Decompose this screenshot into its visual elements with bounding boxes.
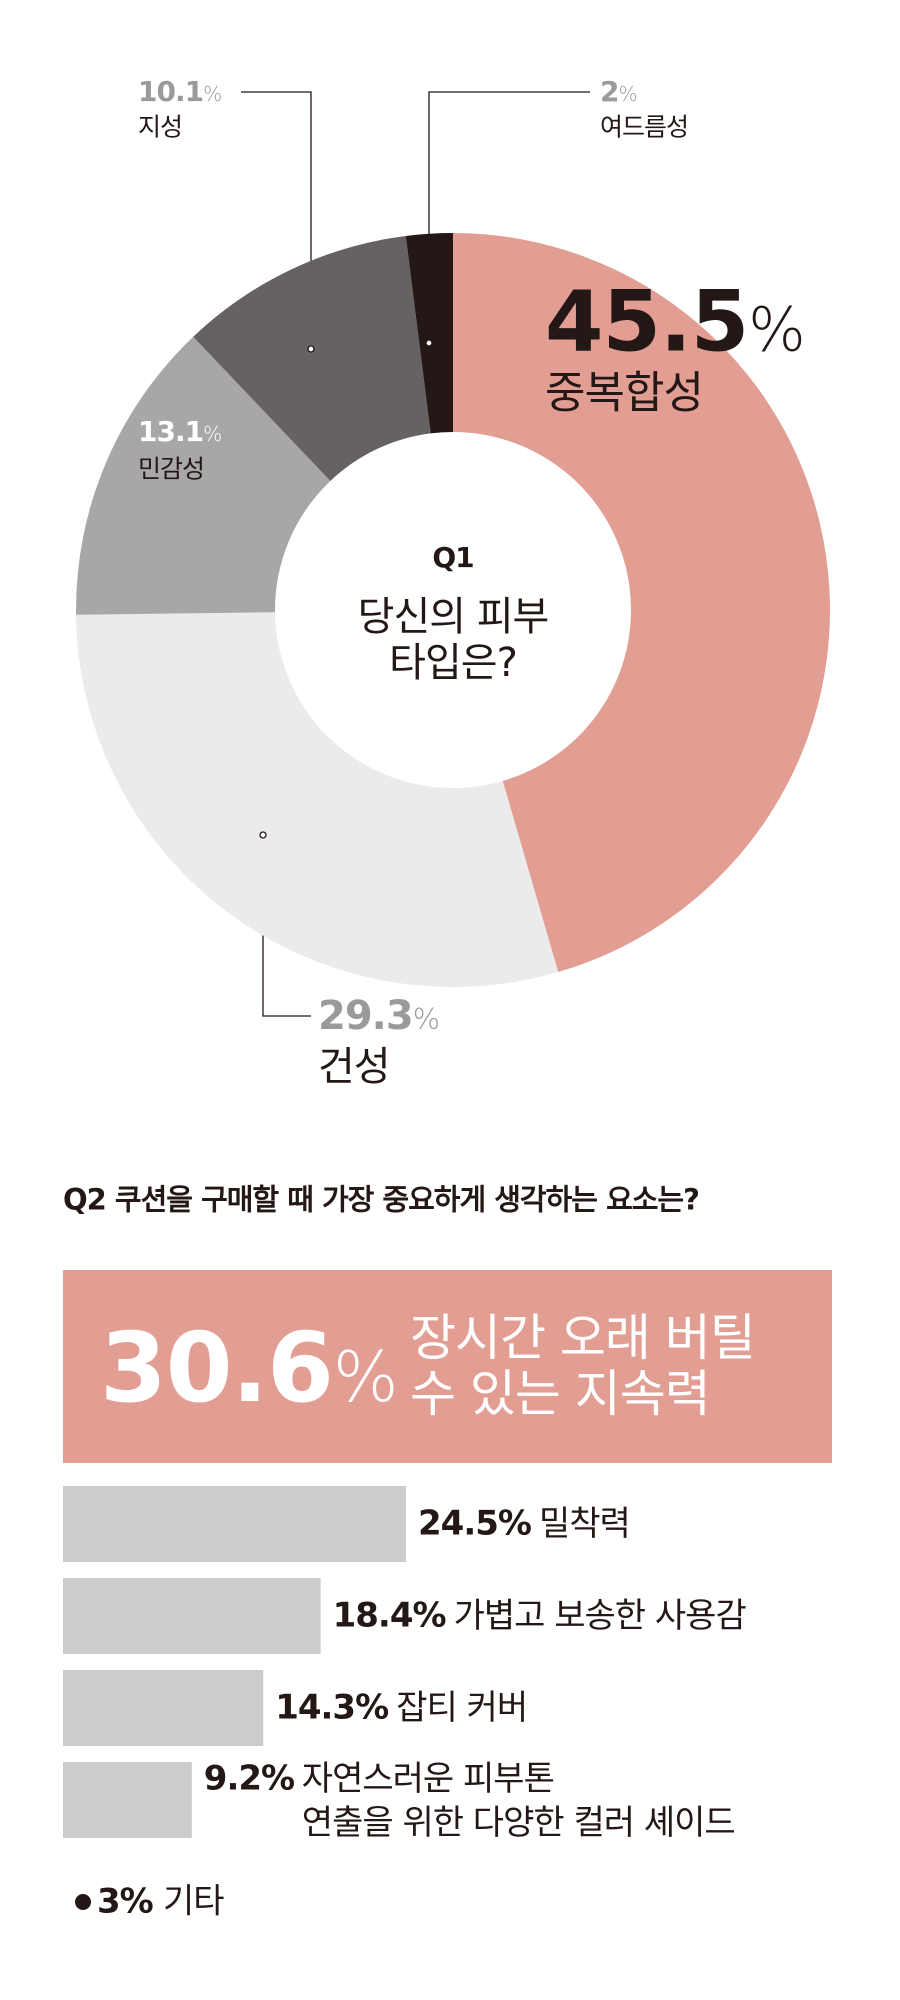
donut-slice <box>193 235 431 482</box>
slice-name-label: 민감성 <box>138 454 205 484</box>
bar-category-label: 자연스러운 피부톤 연출을 위한 다양한 컬러 셰이드 <box>301 1759 736 1844</box>
bar-value-label: 3% <box>97 1881 154 1922</box>
slice-name-label: 지성 <box>138 112 183 142</box>
slice-name-label: 중복합성 <box>545 367 704 419</box>
bar <box>63 1670 264 1746</box>
slice-name-label: 여드름성 <box>600 112 689 142</box>
bar-category-label: 잡티 커버 <box>396 1687 528 1728</box>
slice-value-label: 29.3% <box>318 993 440 1039</box>
slice-value-label: 2% <box>600 74 638 108</box>
bar-value-label: 9.2% <box>203 1758 295 1799</box>
bar-category-label: 가볍고 보송한 사용감 <box>453 1595 747 1636</box>
bar-category-label: 기타 <box>163 1881 225 1922</box>
slice-value-label: 13.1% <box>138 414 222 448</box>
donut-slice <box>453 233 830 973</box>
leader-dot <box>425 339 433 347</box>
bar-value-label: 24.5% <box>418 1503 532 1544</box>
bar <box>63 1762 192 1838</box>
donut-slice <box>405 233 453 434</box>
bar-category-label: 밀착력 <box>539 1503 631 1544</box>
bullet-dot <box>75 1894 91 1910</box>
bar <box>63 1578 321 1654</box>
slice-name-label: 건성 <box>318 1044 391 1090</box>
highlight-bar <box>63 1270 832 1463</box>
donut-slice <box>76 612 559 987</box>
leader-dot <box>307 345 315 353</box>
slice-value-label: 10.1% <box>138 74 222 108</box>
donut-slice <box>76 336 331 615</box>
bar <box>63 1486 406 1562</box>
center-question: 당신의 피부 타입은? <box>357 594 550 686</box>
slice-value-label: 45.5% <box>545 272 806 371</box>
bar-value-label: 30.6% <box>100 1311 399 1424</box>
bar-category-label: 장시간 오래 버틸 수 있는 지속력 <box>410 1309 756 1423</box>
leader-dot <box>259 831 267 839</box>
bar-value-label: 14.3% <box>275 1687 389 1728</box>
chart-title: Q2 쿠션을 구매할 때 가장 중요하게 생각하는 요소는? <box>63 1182 700 1217</box>
center-title: Q1 <box>432 540 474 574</box>
bar-value-label: 18.4% <box>332 1595 447 1636</box>
